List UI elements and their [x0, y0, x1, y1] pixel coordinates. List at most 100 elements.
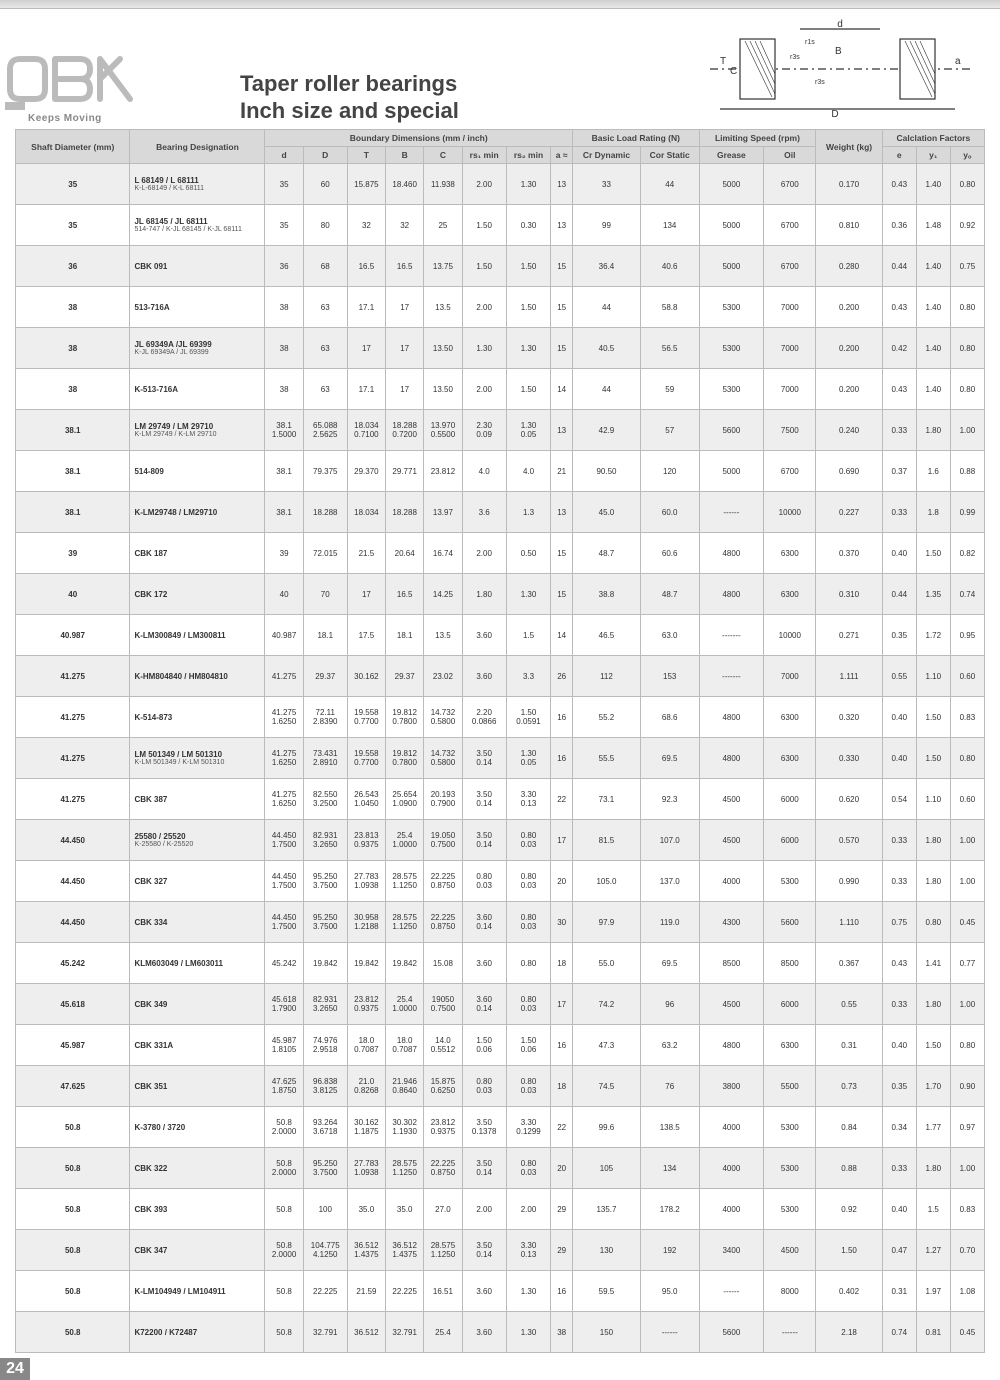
cell: 4800 [699, 533, 764, 574]
cell: 1.40 [916, 246, 950, 287]
cell: 0.800.03 [506, 1148, 551, 1189]
cell: 55.2 [573, 697, 641, 738]
cell: 19.5580.7700 [347, 738, 385, 779]
cell: 0.54 [882, 779, 916, 820]
cell: 5300 [764, 861, 816, 902]
cell: 8000 [764, 1271, 816, 1312]
cell: 0.60 [950, 779, 984, 820]
cell: 38.1 [265, 451, 303, 492]
cell: 1.70 [916, 1066, 950, 1107]
cell: 1.50 [916, 533, 950, 574]
svg-text:r3s: r3s [815, 79, 825, 86]
cell: 13 [551, 164, 573, 205]
cell: 16.51 [424, 1271, 462, 1312]
cell: 0.42 [882, 328, 916, 369]
cell: 1.08 [950, 1271, 984, 1312]
cell: 18.460 [386, 164, 424, 205]
cell: 0.43 [882, 287, 916, 328]
table-row: 50.8K72200 / K7248750.832.79136.51232.79… [16, 1312, 985, 1353]
cell: 48.7 [573, 533, 641, 574]
cell: 178.2 [640, 1189, 699, 1230]
cell: 1.300.05 [506, 738, 551, 779]
cell: 3.300.1299 [506, 1107, 551, 1148]
cell: 2.00 [506, 1189, 551, 1230]
cell: 0.92 [816, 1189, 882, 1230]
cell: 135.7 [573, 1189, 641, 1230]
cell: 4500 [699, 984, 764, 1025]
svg-text:a: a [955, 56, 961, 67]
hdr-yo: yₒ [950, 147, 984, 164]
hdr-cr: Cr Dynamic [573, 147, 641, 164]
cell: 0.73 [816, 1066, 882, 1107]
cell: CBK 334 [130, 902, 265, 943]
cell: 5600 [699, 1312, 764, 1353]
table-row: 41.275LM 501349 / LM 501310K-LM 501349 /… [16, 738, 985, 779]
cell: 0.227 [816, 492, 882, 533]
cell: 30.162 [347, 656, 385, 697]
cell: 1.50 [506, 246, 551, 287]
cell: 1.40 [916, 164, 950, 205]
table-row: 38.1LM 29749 / LM 29710K-LM 29749 / K-LM… [16, 410, 985, 451]
cell: 32 [347, 205, 385, 246]
cell: 50.82.0000 [265, 1107, 303, 1148]
cell: 29.37 [303, 656, 347, 697]
cell: 16.5 [347, 246, 385, 287]
cell: 25.41.0000 [386, 820, 424, 861]
cell: 20.1930.7900 [424, 779, 462, 820]
cell: 93.2643.6718 [303, 1107, 347, 1148]
hdr-cor: Cor Static [640, 147, 699, 164]
table-row: 47.625CBK 35147.6251.875096.8383.812521.… [16, 1066, 985, 1107]
cell: 15 [551, 533, 573, 574]
cell: 32 [386, 205, 424, 246]
cell: 4800 [699, 574, 764, 615]
cell: 32.791 [386, 1312, 424, 1353]
cell: 35.0 [386, 1189, 424, 1230]
cell: 137.0 [640, 861, 699, 902]
cell: 1.30 [506, 574, 551, 615]
cell: 2.200.0866 [462, 697, 506, 738]
cell: 48.7 [640, 574, 699, 615]
cell: 63 [303, 287, 347, 328]
cell: 19.842 [303, 943, 347, 984]
cell: 18.1 [386, 615, 424, 656]
cell: 0.44 [882, 246, 916, 287]
cell: 13.50 [424, 328, 462, 369]
page-title: Taper roller bearings Inch size and spec… [140, 71, 660, 124]
cell: 4800 [699, 1025, 764, 1066]
cell: K-LM300849 / LM300811 [130, 615, 265, 656]
cell: 153 [640, 656, 699, 697]
hdr-bearing: Bearing Designation [130, 130, 265, 164]
cell: 0.43 [882, 164, 916, 205]
hdr-d: d [265, 147, 303, 164]
cell: 18.0340.7100 [347, 410, 385, 451]
cell: 0.55 [816, 984, 882, 1025]
cell: 38 [16, 369, 130, 410]
cell: 0.74 [882, 1312, 916, 1353]
cell: 65.0882.5625 [303, 410, 347, 451]
cell: 59.5 [573, 1271, 641, 1312]
table-row: 38.1K-LM29748 / LM2971038.118.28818.0341… [16, 492, 985, 533]
cell: 0.80 [950, 164, 984, 205]
cell: 0.40 [882, 1189, 916, 1230]
cell: K-513-716A [130, 369, 265, 410]
cell: 47.6251.8750 [265, 1066, 303, 1107]
cell: 59 [640, 369, 699, 410]
hdr-y1: y₁ [916, 147, 950, 164]
cell: 17 [347, 574, 385, 615]
cell: 0.80 [506, 943, 551, 984]
cell: 0.97 [950, 1107, 984, 1148]
cell: 5000 [699, 205, 764, 246]
cell: 38 [265, 369, 303, 410]
cell: 0.70 [950, 1230, 984, 1271]
cell: 73.1 [573, 779, 641, 820]
cell: 36.5121.4375 [347, 1230, 385, 1271]
cell: 0.83 [950, 1189, 984, 1230]
cell: 60.6 [640, 533, 699, 574]
table-row: 45.987CBK 331A45.9871.810574.9762.951818… [16, 1025, 985, 1066]
cell: 6700 [764, 164, 816, 205]
cell: 69.5 [640, 943, 699, 984]
cell: 19.842 [386, 943, 424, 984]
cell: 3.3 [506, 656, 551, 697]
cell: 29.37 [386, 656, 424, 697]
cell: 3.500.14 [462, 1148, 506, 1189]
